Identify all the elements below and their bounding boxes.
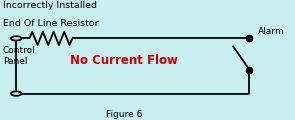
Text: Alarm: Alarm [258,27,285,36]
Text: Incorrectly Installed: Incorrectly Installed [3,1,97,10]
Text: No Current Flow: No Current Flow [70,54,178,66]
Text: Figure 6: Figure 6 [106,110,142,119]
Text: Control
Panel: Control Panel [3,46,36,66]
Circle shape [11,36,22,41]
Circle shape [11,91,22,96]
Text: End Of Line Resistor: End Of Line Resistor [3,19,99,28]
